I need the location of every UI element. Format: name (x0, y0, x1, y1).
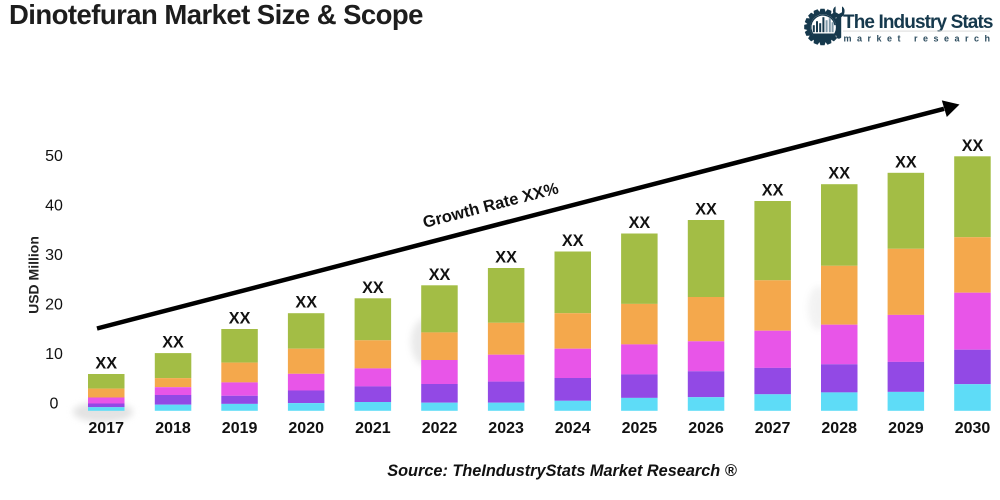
svg-text:10: 10 (45, 346, 63, 363)
svg-text:market research: market research (844, 34, 996, 44)
svg-text:Dinotefuran Market Size & Scop: Dinotefuran Market Size & Scope (9, 0, 423, 30)
svg-text:2022: 2022 (422, 420, 458, 437)
svg-text:2021: 2021 (355, 420, 391, 437)
svg-text:30: 30 (45, 247, 63, 264)
svg-text:XX: XX (895, 153, 917, 171)
svg-text:2024: 2024 (555, 420, 591, 437)
svg-text:XX: XX (295, 294, 317, 312)
svg-text:XX: XX (162, 334, 184, 352)
svg-text:XX: XX (95, 355, 117, 373)
svg-text:XX: XX (629, 214, 651, 232)
svg-text:XX: XX (828, 165, 850, 183)
svg-text:XX: XX (362, 279, 384, 297)
svg-text:The Industry Stats: The Industry Stats (843, 12, 993, 33)
svg-text:2028: 2028 (821, 420, 857, 437)
svg-text:Source: TheIndustryStats Marke: Source: TheIndustryStats Market Research… (387, 462, 737, 480)
svg-text:50: 50 (45, 148, 63, 165)
svg-text:Growth Rate XX%: Growth Rate XX% (421, 179, 561, 231)
svg-text:2027: 2027 (755, 420, 791, 437)
svg-text:2020: 2020 (288, 420, 324, 437)
svg-text:XX: XX (429, 266, 451, 284)
svg-text:2023: 2023 (488, 420, 524, 437)
svg-text:2019: 2019 (222, 420, 258, 437)
svg-text:2030: 2030 (955, 420, 991, 437)
svg-text:2029: 2029 (888, 420, 924, 437)
svg-text:XX: XX (562, 232, 584, 250)
svg-text:XX: XX (962, 137, 984, 155)
svg-text:XX: XX (229, 310, 251, 328)
svg-text:XX: XX (762, 182, 784, 200)
svg-text:2025: 2025 (622, 420, 658, 437)
svg-text:2018: 2018 (155, 420, 191, 437)
svg-text:40: 40 (45, 197, 63, 214)
svg-text:XX: XX (495, 249, 517, 267)
svg-text:2017: 2017 (88, 420, 124, 437)
svg-text:0: 0 (50, 395, 59, 412)
svg-text:XX: XX (695, 201, 717, 219)
svg-text:USD Million: USD Million (26, 236, 42, 314)
svg-text:2026: 2026 (688, 420, 724, 437)
svg-text:20: 20 (45, 296, 63, 313)
